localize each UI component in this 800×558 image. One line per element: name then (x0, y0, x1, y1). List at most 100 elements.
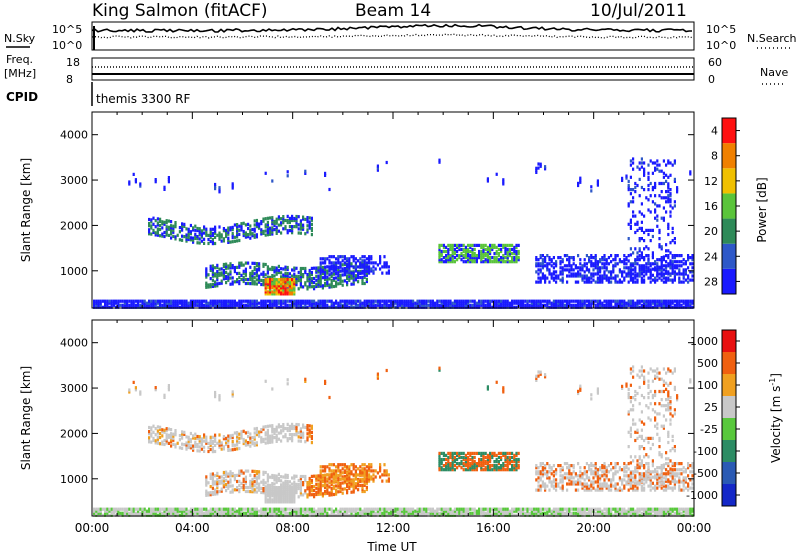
velocity-cell (353, 508, 355, 511)
velocity-cell (306, 508, 308, 511)
power-cell (689, 256, 691, 259)
power-cell (603, 300, 605, 303)
velocity-cell (265, 471, 267, 474)
power-cell (588, 300, 590, 303)
power-cell (661, 256, 663, 259)
power-cell (443, 256, 445, 259)
power-cell (469, 254, 471, 257)
power-cell (350, 262, 352, 265)
power-cell (441, 258, 443, 261)
velocity-cell (271, 498, 273, 501)
velocity-cell (234, 448, 236, 451)
power-cell (575, 272, 577, 275)
power-cell (630, 164, 632, 167)
velocity-cell (364, 467, 366, 470)
power-cell (168, 226, 170, 229)
power-cell (331, 255, 333, 258)
power-colorbar-swatch (722, 269, 736, 294)
power-cell (245, 278, 247, 281)
velocity-cell (166, 508, 168, 511)
velocity-cell (256, 508, 258, 511)
power-cell (302, 273, 304, 276)
velocity-cell (445, 458, 447, 461)
power-cell (460, 248, 462, 251)
power-cell (205, 267, 207, 270)
power-cell (463, 254, 465, 257)
power-cell (540, 268, 542, 271)
velocity-cell (366, 469, 368, 472)
power-cell (595, 272, 597, 275)
velocity-cell (102, 508, 104, 511)
power-cell (271, 266, 273, 269)
power-cell (601, 302, 603, 305)
power-cell (474, 248, 476, 251)
power-cell (207, 234, 209, 237)
velocity-cell (287, 496, 289, 499)
power-cell (643, 231, 645, 234)
power-cell (645, 245, 647, 248)
velocity-cell (267, 425, 269, 428)
velocity-cell (355, 465, 357, 468)
power-cell (680, 304, 682, 307)
power-cell (311, 223, 313, 226)
power-cell (612, 300, 614, 303)
power-cell (636, 262, 638, 265)
velocity-cell (201, 437, 203, 440)
power-cell (179, 230, 181, 233)
velocity-cell (364, 477, 366, 480)
power-cell (229, 300, 231, 303)
velocity-cell (372, 508, 374, 511)
power-cell (617, 300, 619, 303)
power-cell (243, 222, 245, 225)
power-cell (271, 179, 273, 182)
power-cell (190, 236, 192, 239)
power-cell (469, 300, 471, 303)
power-cell (663, 300, 665, 303)
power-cell (212, 232, 214, 235)
power-cell (311, 277, 313, 280)
power-cell (513, 256, 515, 259)
velocity-cell (368, 473, 370, 476)
power-cell (216, 300, 218, 303)
power-cell (306, 224, 308, 227)
velocity-cell (282, 435, 284, 438)
power-cell (467, 300, 469, 303)
power-cell (489, 244, 491, 247)
velocity-cell (122, 508, 124, 511)
velocity-cell (315, 475, 317, 478)
power-cell (636, 251, 638, 254)
power-cell (454, 300, 456, 303)
power-cell (586, 274, 588, 277)
power-cell (370, 300, 372, 303)
power-cell (410, 300, 412, 303)
power-cell (632, 272, 634, 275)
power-cell (234, 240, 236, 243)
power-cell (289, 229, 291, 232)
power-cell (632, 200, 634, 203)
power-cell (322, 276, 324, 279)
power-cell (227, 273, 229, 276)
velocity-cell (157, 425, 159, 428)
power-colorbar-swatch (722, 168, 736, 193)
power-cell (306, 300, 308, 303)
velocity-cell (205, 436, 207, 439)
power-cell (366, 257, 368, 260)
velocity-cell (251, 436, 253, 439)
power-cell (212, 228, 214, 231)
velocity-cell (346, 471, 348, 474)
power-cell (280, 271, 282, 274)
velocity-cell (260, 428, 262, 431)
power-cell (535, 270, 537, 273)
velocity-cell (298, 439, 300, 442)
power-cell (317, 300, 319, 303)
y-tick-label: 2000 (60, 219, 88, 232)
power-cell (625, 256, 627, 259)
power-cell (496, 256, 498, 259)
power-cell (170, 224, 172, 227)
power-cell (628, 180, 630, 183)
velocity-cell (111, 508, 113, 511)
velocity-cell (302, 481, 304, 484)
velocity-cell (170, 432, 172, 435)
power-cell (238, 225, 240, 228)
power-cell (229, 277, 231, 280)
